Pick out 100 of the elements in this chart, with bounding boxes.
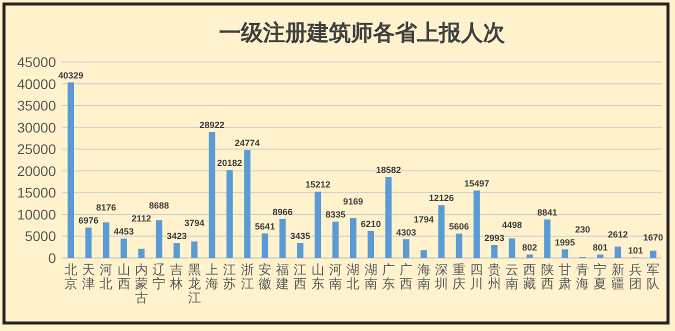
data-label: 801: [592, 242, 608, 253]
x-tick-label: 河北: [100, 262, 113, 291]
bar: [208, 132, 216, 258]
x-tick-label: 广东: [382, 262, 395, 291]
bar: [474, 190, 480, 258]
bar: [244, 150, 250, 258]
x-tick-label: 宁夏: [594, 262, 607, 291]
bar: [226, 170, 233, 258]
x-tick-label: 江西: [294, 262, 307, 291]
bar: [279, 218, 286, 258]
data-label: 18582: [376, 165, 401, 176]
data-label: 12126: [428, 193, 454, 204]
data-label: 1794: [414, 214, 434, 224]
bar: [68, 82, 74, 258]
y-tick-label: 40000: [17, 76, 56, 92]
data-label: 20182: [217, 158, 242, 168]
x-tick-label: 深圳: [434, 262, 448, 291]
data-label: 1995: [554, 237, 575, 248]
data-label: 1670: [643, 232, 664, 243]
data-label: 8688: [149, 200, 170, 211]
data-label: 24774: [234, 138, 260, 148]
bar: [297, 243, 304, 258]
data-label: 4303: [396, 227, 416, 238]
bar: [614, 246, 622, 258]
bar: [385, 177, 392, 258]
x-tick-label: 青海: [576, 262, 590, 291]
y-tick-label: 20000: [17, 162, 56, 179]
y-tick-label: 15000: [17, 184, 56, 201]
bar: [262, 233, 268, 258]
x-tick-label: 福建: [275, 262, 290, 291]
x-tick-label: 上海: [206, 262, 218, 291]
y-tick-label: 5000: [24, 228, 56, 244]
y-tick-label: 25000: [17, 141, 56, 158]
data-label: 3435: [290, 231, 310, 242]
bar: [368, 230, 374, 258]
bar: [420, 250, 427, 258]
bar: [508, 238, 516, 258]
x-tick-label: 陕西: [540, 262, 554, 291]
data-label: 2112: [132, 214, 152, 224]
bar: [120, 238, 127, 258]
x-tick-label: 黑龙江: [188, 262, 201, 305]
data-label: 28922: [199, 120, 225, 130]
x-tick-label: 兵团: [629, 262, 642, 291]
data-label: 8966: [272, 206, 293, 217]
data-label: 6976: [78, 216, 98, 226]
x-tick-label: 重庆: [452, 262, 466, 291]
data-label: 4498: [502, 220, 522, 230]
x-tick-label: 海南: [417, 262, 430, 291]
bar: [350, 218, 356, 258]
data-label: 6210: [360, 218, 381, 229]
x-tick-label: 湖北: [346, 262, 360, 291]
x-tick-label: 北京: [64, 262, 78, 291]
x-tick-label: 湖南: [364, 262, 378, 291]
bar: [332, 222, 339, 258]
x-tick-label: 军队: [646, 262, 660, 291]
data-label: 2993: [484, 232, 504, 243]
y-tick-label: 10000: [17, 206, 56, 222]
x-tick-label: 河南: [329, 262, 342, 291]
x-tick-label: 天津: [82, 262, 95, 291]
data-label: 5641: [254, 221, 275, 232]
x-tick-label: 吉林: [169, 262, 184, 291]
bar: [544, 219, 550, 258]
data-label: 8335: [326, 210, 346, 220]
bar: [138, 248, 145, 258]
bar: [438, 205, 445, 258]
x-tick-label: 甘肃: [558, 262, 572, 291]
bar: [85, 228, 92, 258]
bar: [156, 220, 162, 258]
data-label: 3794: [184, 218, 204, 228]
bar: [526, 254, 533, 258]
y-tick-label: 35000: [17, 98, 56, 114]
data-label: 8841: [537, 207, 558, 218]
data-label: 9169: [343, 196, 364, 207]
data-label: 15497: [464, 178, 490, 188]
x-tick-label: 新疆: [611, 262, 624, 291]
bar: [491, 244, 498, 258]
x-tick-label: 云南: [506, 262, 518, 291]
data-label: 230: [575, 224, 590, 234]
bar: [191, 241, 198, 258]
x-tick-label: 江苏: [223, 262, 236, 291]
x-tick-label: 内蒙古: [134, 262, 148, 305]
bar: [456, 234, 462, 258]
y-tick-label: 30000: [17, 119, 56, 136]
bar: [650, 250, 656, 258]
data-label: 802: [522, 242, 538, 253]
x-tick-label: 四川: [470, 262, 484, 291]
bar: [562, 249, 568, 258]
y-tick-label: 45000: [17, 54, 56, 70]
data-label: 5606: [449, 222, 470, 232]
data-label: 3423: [166, 231, 187, 242]
bar: [102, 222, 110, 258]
y-tick-label: 0: [48, 250, 56, 266]
bar: [174, 243, 180, 258]
data-label: 40329: [58, 70, 84, 80]
x-tick-label: 山东: [311, 262, 324, 291]
data-label: 8176: [96, 202, 116, 213]
bar: [402, 239, 410, 258]
data-label: 2612: [608, 230, 628, 240]
bar: [314, 192, 322, 258]
data-label: 15212: [305, 180, 330, 190]
